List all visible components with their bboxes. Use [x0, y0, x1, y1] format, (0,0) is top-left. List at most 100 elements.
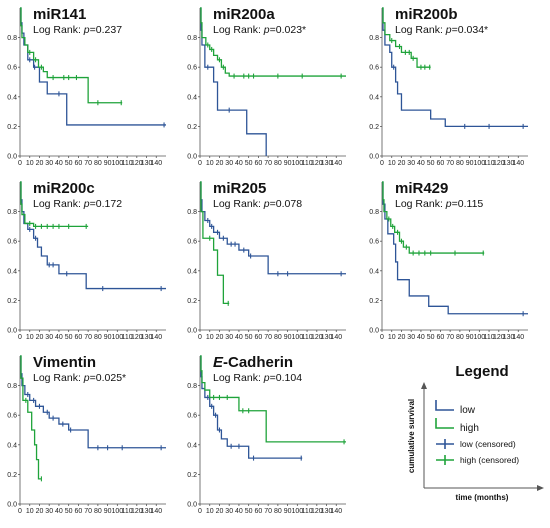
y-tick-label: 0.0	[369, 154, 379, 161]
x-tick-label: 70	[264, 334, 272, 341]
x-tick-label: 90	[284, 508, 292, 515]
y-tick-label: 0.8	[187, 383, 197, 390]
x-tick-label: 100	[111, 334, 123, 341]
legend-x-arrow	[537, 485, 544, 491]
x-tick-label: 50	[245, 160, 253, 167]
x-tick-label: 130	[141, 160, 153, 167]
x-tick-label: 110	[301, 160, 312, 167]
x-tick-label: 50	[65, 334, 73, 341]
x-tick-label: 120	[311, 160, 323, 167]
y-tick-label: 0.8	[7, 383, 17, 390]
survival-curve-high	[20, 355, 42, 480]
survival-curve-low	[200, 181, 346, 275]
x-tick-label: 50	[427, 160, 435, 167]
x-tick-label: 0	[198, 334, 202, 341]
x-tick-label: 0	[380, 160, 384, 167]
panel-log-rank: Log Rank: p=0.025*	[33, 372, 126, 384]
x-tick-label: 110	[301, 508, 312, 515]
legend-y-label: cumulative survival	[407, 399, 416, 473]
x-tick-label: 20	[36, 160, 44, 167]
x-tick-label: 140	[330, 508, 342, 515]
y-tick-label: 0.8	[187, 209, 197, 216]
y-tick-label: 0.2	[187, 472, 197, 479]
y-tick-label: 0.2	[7, 298, 17, 305]
x-tick-label: 60	[437, 160, 445, 167]
panel-title: miR200c	[33, 180, 95, 197]
x-tick-label: 30	[45, 334, 53, 341]
x-tick-label: 110	[301, 334, 312, 341]
y-tick-label: 0.2	[369, 298, 379, 305]
y-tick-label: 0.4	[7, 268, 17, 275]
x-tick-label: 100	[473, 334, 485, 341]
y-tick-label: 0.8	[187, 35, 197, 42]
legend-y-arrow	[421, 382, 427, 389]
x-tick-label: 20	[216, 508, 224, 515]
y-tick-label: 0.8	[369, 35, 379, 42]
x-tick-label: 120	[311, 334, 323, 341]
x-tick-label: 10	[388, 334, 396, 341]
panel-log-rank: Log Rank: p=0.078	[213, 198, 302, 210]
x-tick-label: 120	[131, 160, 143, 167]
x-tick-label: 130	[141, 334, 153, 341]
x-tick-label: 40	[55, 160, 63, 167]
x-tick-label: 120	[131, 508, 143, 515]
x-tick-label: 70	[84, 334, 92, 341]
x-tick-label: 110	[483, 334, 494, 341]
x-tick-label: 60	[255, 334, 263, 341]
y-tick-label: 0.6	[369, 239, 379, 246]
x-tick-label: 90	[284, 160, 292, 167]
x-tick-label: 50	[65, 160, 73, 167]
y-tick-label: 0.2	[187, 298, 197, 305]
panel-log-rank: Log Rank: p=0.115	[395, 198, 483, 210]
x-tick-label: 70	[446, 334, 454, 341]
y-tick-label: 0.4	[187, 442, 197, 449]
y-tick-label: 0.4	[369, 268, 379, 275]
y-tick-label: 0.6	[7, 65, 17, 72]
x-tick-label: 110	[121, 508, 132, 515]
panel-title: miR205	[213, 180, 266, 197]
legend: Legend cumulative survival time (months)…	[407, 363, 544, 502]
x-tick-label: 130	[321, 508, 333, 515]
x-tick-label: 100	[291, 334, 303, 341]
x-tick-label: 70	[264, 160, 272, 167]
x-tick-label: 140	[150, 508, 162, 515]
x-tick-label: 80	[94, 508, 102, 515]
x-tick-label: 100	[473, 160, 485, 167]
legend-high-censored-label: high (censored)	[460, 455, 519, 465]
panel-title: miR141	[33, 6, 86, 23]
legend-x-label: time (months)	[456, 493, 509, 502]
x-tick-label: 40	[417, 334, 425, 341]
x-tick-label: 50	[65, 508, 73, 515]
survival-curve-high	[20, 7, 123, 104]
y-tick-label: 0.0	[187, 502, 197, 509]
x-tick-label: 100	[291, 160, 303, 167]
x-tick-label: 10	[26, 508, 34, 515]
x-tick-label: 100	[291, 508, 303, 515]
x-tick-label: 130	[321, 334, 333, 341]
x-tick-label: 30	[225, 508, 233, 515]
x-tick-label: 50	[427, 334, 435, 341]
x-tick-label: 10	[206, 508, 214, 515]
x-tick-label: 20	[398, 160, 406, 167]
legend-title: Legend	[455, 363, 508, 380]
x-tick-label: 70	[446, 160, 454, 167]
x-tick-label: 0	[198, 160, 202, 167]
x-tick-label: 40	[55, 508, 63, 515]
x-tick-label: 60	[75, 160, 83, 167]
y-tick-label: 0.4	[7, 442, 17, 449]
x-tick-label: 80	[94, 334, 102, 341]
panel-title: E-Cadherin	[213, 354, 293, 371]
x-tick-label: 10	[26, 334, 34, 341]
panel-log-rank: Log Rank: p=0.172	[33, 198, 122, 210]
x-tick-label: 90	[104, 334, 112, 341]
y-tick-label: 0.6	[187, 239, 197, 246]
x-tick-label: 20	[36, 334, 44, 341]
x-tick-label: 100	[111, 508, 123, 515]
survival-curve-high	[20, 181, 89, 228]
x-tick-label: 0	[18, 334, 22, 341]
y-tick-label: 0.4	[369, 94, 379, 101]
x-tick-label: 80	[94, 160, 102, 167]
y-tick-label: 0.2	[187, 124, 197, 131]
x-tick-label: 50	[245, 508, 253, 515]
